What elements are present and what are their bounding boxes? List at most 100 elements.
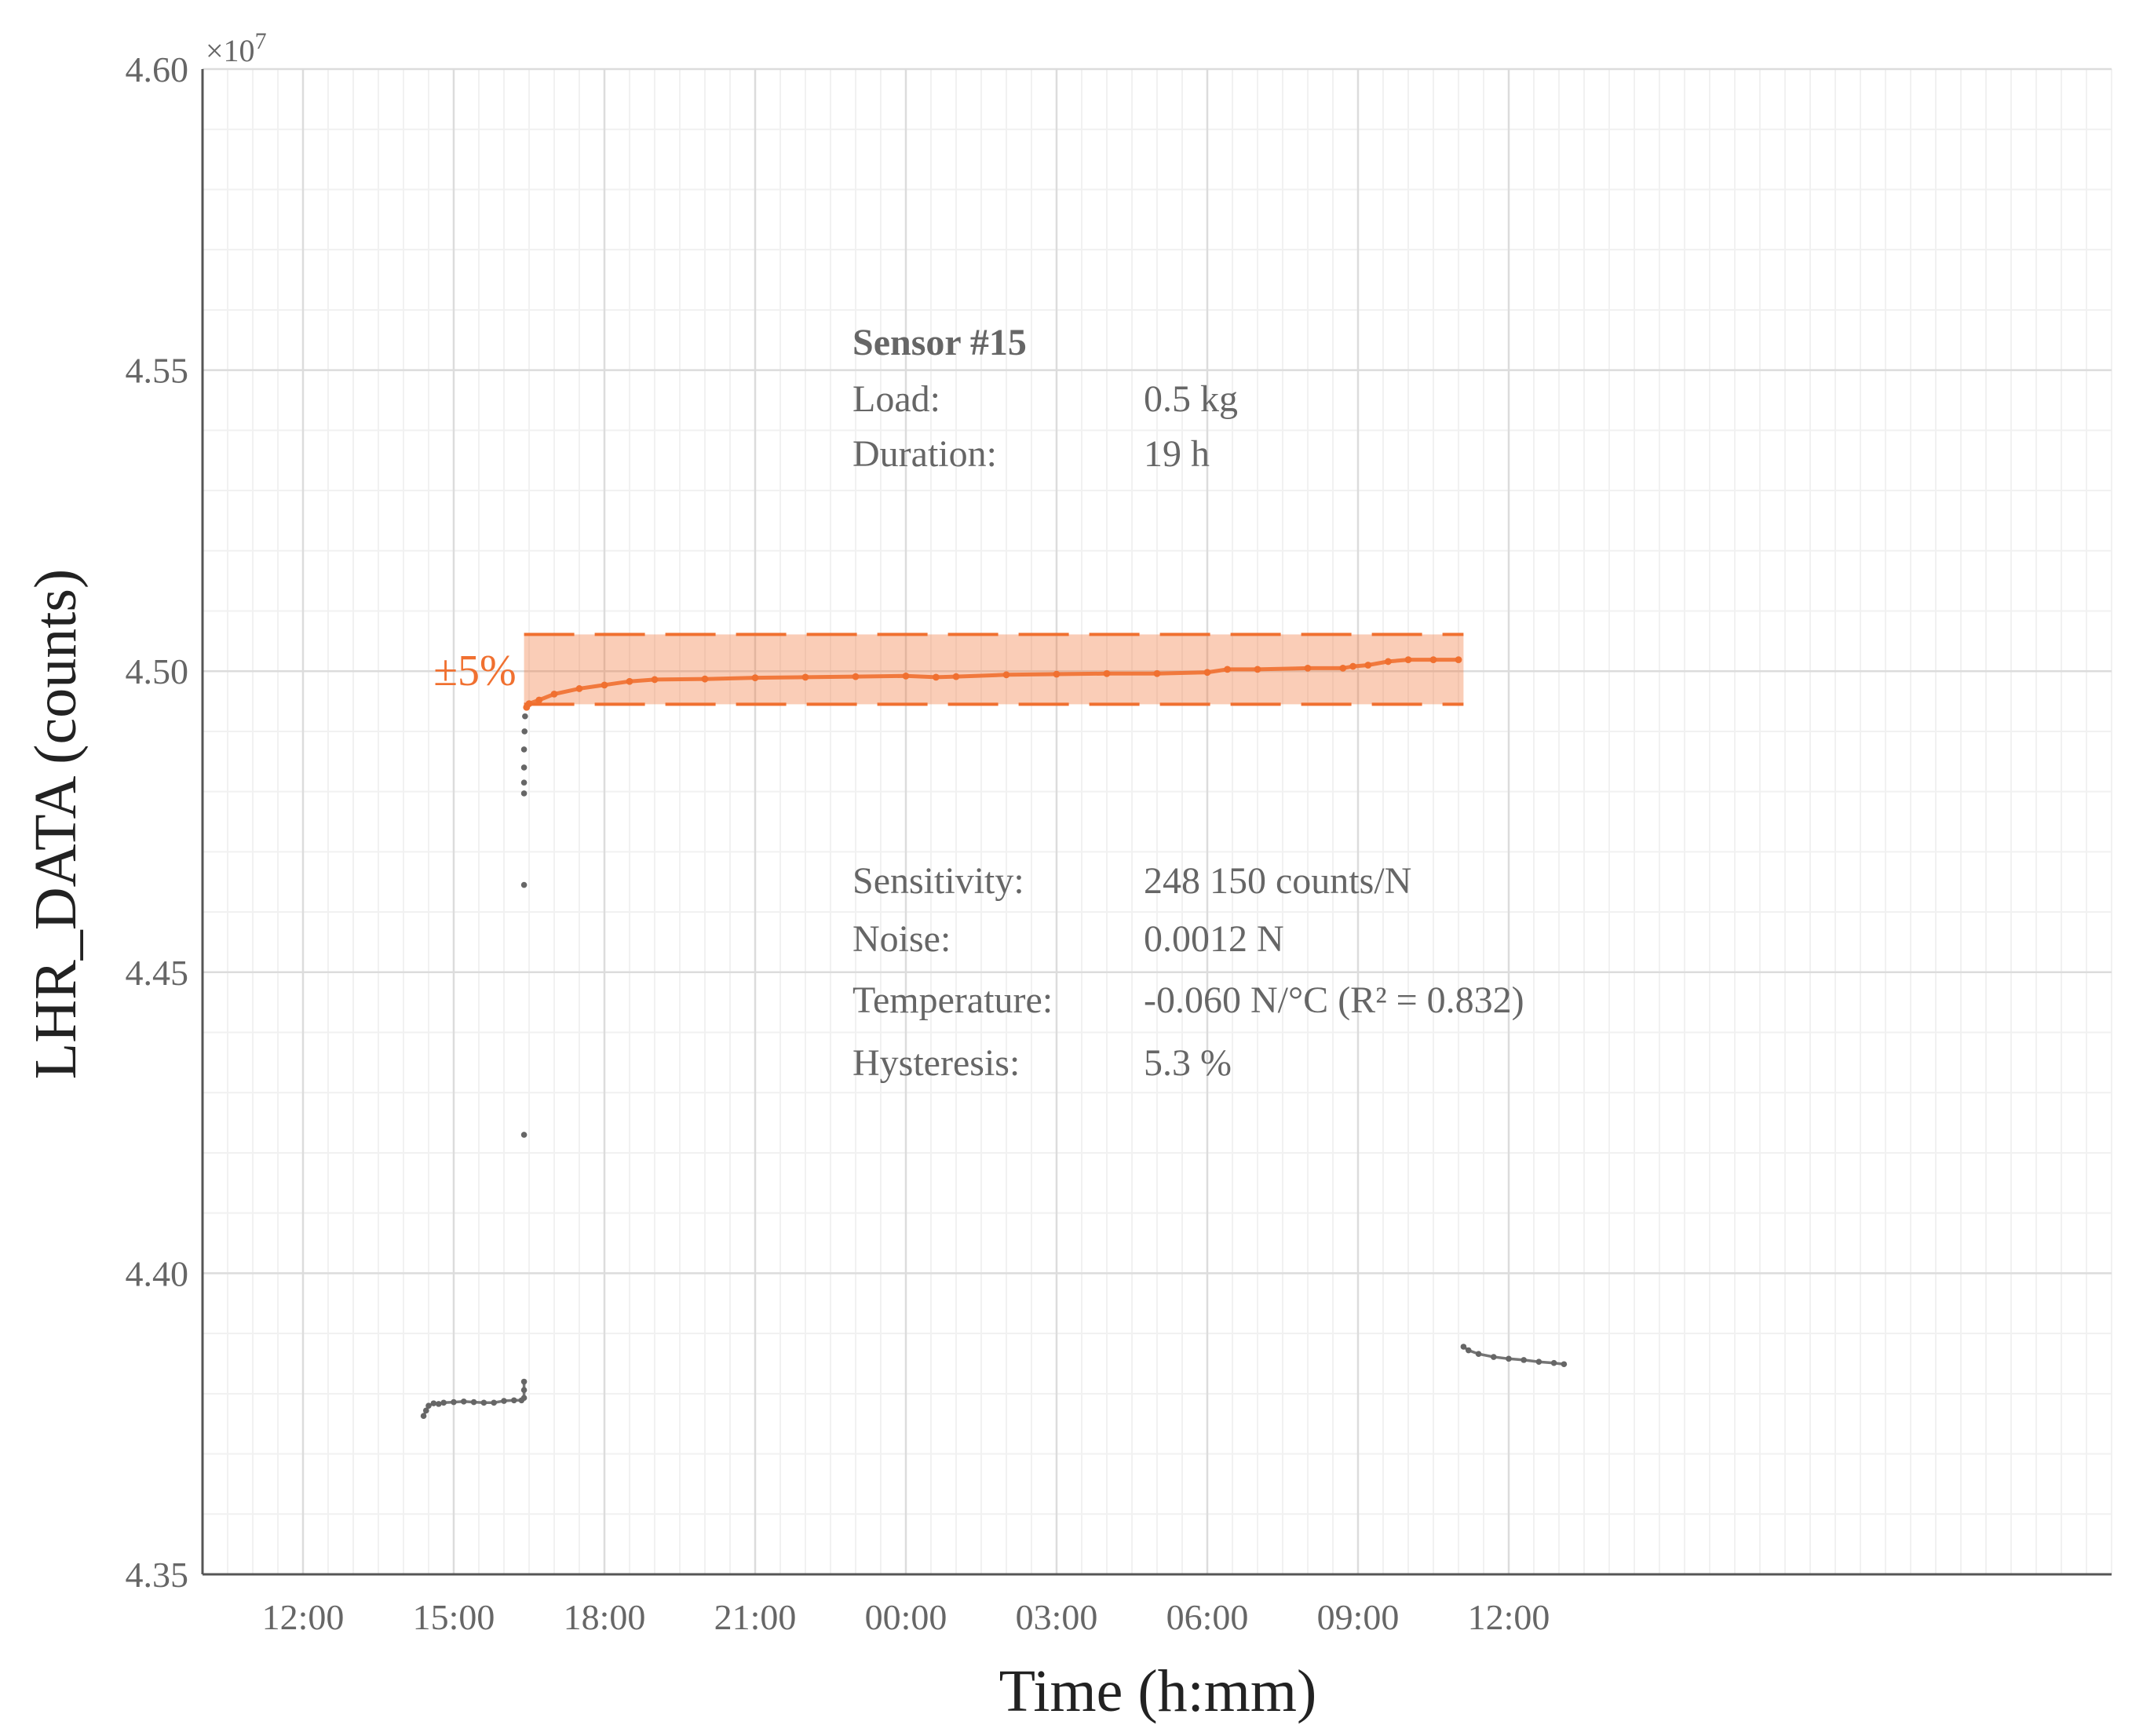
data-series xyxy=(420,656,1568,1420)
x-tick-label: 15:00 xyxy=(413,1597,495,1637)
annotations: Sensor #15 Load: 0.5 kg Duration: 19 h S… xyxy=(852,322,1524,1084)
data-point xyxy=(1475,1351,1482,1358)
data-point xyxy=(575,685,583,692)
temperature-label: Temperature: xyxy=(852,979,1053,1021)
y-tick-label: 4.45 xyxy=(126,953,189,993)
y-axis-label: LHR_DATA (counts) xyxy=(23,569,89,1079)
data-point xyxy=(1304,664,1312,672)
data-point xyxy=(420,1413,427,1420)
data-point xyxy=(1385,658,1392,666)
data-point xyxy=(461,1399,467,1405)
data-point xyxy=(601,681,608,689)
data-point xyxy=(425,1402,432,1409)
data-point xyxy=(1002,671,1010,679)
duration-label: Duration: xyxy=(852,433,997,475)
hysteresis-label: Hysteresis: xyxy=(852,1042,1020,1084)
series-loaded xyxy=(523,656,1462,711)
data-point xyxy=(520,1132,528,1138)
data-point xyxy=(1550,1359,1557,1366)
series-pre-load xyxy=(420,1378,528,1420)
x-tick-label: 21:00 xyxy=(714,1597,797,1637)
data-point xyxy=(626,677,633,685)
data-point xyxy=(1224,666,1231,673)
data-point xyxy=(520,881,528,888)
data-point xyxy=(521,728,528,735)
data-point xyxy=(451,1399,457,1406)
x-tick-label: 00:00 xyxy=(865,1597,947,1637)
data-point xyxy=(1404,656,1412,664)
data-point xyxy=(1203,669,1211,677)
sensor-title: Sensor #15 xyxy=(852,322,1027,363)
data-point xyxy=(1349,662,1356,670)
sensitivity-label: Sensitivity: xyxy=(852,860,1024,902)
tolerance-band: ±5% xyxy=(433,633,1464,706)
x-tick-label: 09:00 xyxy=(1317,1597,1400,1637)
y-tick-label: 4.50 xyxy=(126,651,189,691)
data-point xyxy=(522,713,528,720)
temperature-value: -0.060 N/°C (R² = 0.832) xyxy=(1144,979,1524,1021)
data-point xyxy=(1339,664,1347,672)
data-point xyxy=(525,700,533,708)
data-point xyxy=(440,1399,447,1406)
data-point xyxy=(520,790,528,797)
data-point xyxy=(1466,1347,1472,1354)
data-point xyxy=(430,1400,437,1406)
data-point xyxy=(952,673,960,680)
load-label: Load: xyxy=(852,378,940,420)
data-point xyxy=(651,676,659,684)
x-tick-label: 12:00 xyxy=(262,1597,345,1637)
data-point xyxy=(511,1397,517,1404)
data-point xyxy=(1561,1361,1568,1368)
x-axis-label: Time (h:mm) xyxy=(999,1658,1317,1724)
series-loading-transition xyxy=(520,713,528,1138)
data-point xyxy=(423,1407,429,1414)
y-tick-label: 4.35 xyxy=(126,1555,189,1595)
y-exponent-label: ×107 xyxy=(206,28,267,68)
tick-labels: 4.35 4.40 4.45 4.50 4.55 4.60 12:00 15:00 18:00 2… xyxy=(126,49,1550,1637)
data-point xyxy=(1506,1355,1512,1362)
data-point xyxy=(535,696,543,704)
noise-label: Noise: xyxy=(852,918,951,960)
minor-grid xyxy=(202,68,2112,1575)
data-point xyxy=(701,675,709,683)
x-tick-label: 18:00 xyxy=(564,1597,646,1637)
data-point xyxy=(520,1378,528,1385)
data-point xyxy=(501,1398,507,1404)
x-tick-label: 12:00 xyxy=(1468,1597,1550,1637)
x-tick-label: 06:00 xyxy=(1166,1597,1249,1637)
data-point xyxy=(550,690,558,698)
y-tick-label: 4.55 xyxy=(126,351,189,391)
data-point xyxy=(1254,666,1261,673)
tolerance-band-label: ±5% xyxy=(433,647,516,695)
y-tick-label: 4.60 xyxy=(126,49,189,89)
x-tick-label: 03:00 xyxy=(1016,1597,1098,1637)
series-line-pre-load xyxy=(422,1381,526,1417)
data-point xyxy=(902,672,910,680)
data-point xyxy=(520,764,528,771)
data-point xyxy=(1364,662,1372,669)
data-point xyxy=(470,1399,477,1406)
data-point xyxy=(1053,670,1061,678)
data-point xyxy=(480,1399,487,1406)
data-point xyxy=(1460,1344,1467,1350)
data-point xyxy=(852,673,860,680)
data-point xyxy=(1491,1354,1497,1360)
duration-value: 19 h xyxy=(1144,433,1210,475)
hysteresis-value: 5.3 % xyxy=(1144,1042,1232,1084)
sensitivity-value: 248 150 counts/N xyxy=(1144,860,1411,902)
data-point xyxy=(1535,1359,1542,1365)
data-point xyxy=(801,673,809,681)
axes xyxy=(201,69,2112,1576)
data-point xyxy=(491,1399,497,1406)
noise-value: 0.0012 N xyxy=(1144,918,1284,960)
data-point xyxy=(520,779,528,786)
load-value: 0.5 kg xyxy=(1144,378,1238,420)
data-point xyxy=(751,674,759,682)
data-point xyxy=(1103,669,1111,677)
data-point xyxy=(1455,656,1462,664)
data-point xyxy=(520,1395,528,1402)
data-point xyxy=(520,1387,528,1394)
data-point xyxy=(1429,656,1437,664)
data-point xyxy=(1521,1357,1527,1363)
